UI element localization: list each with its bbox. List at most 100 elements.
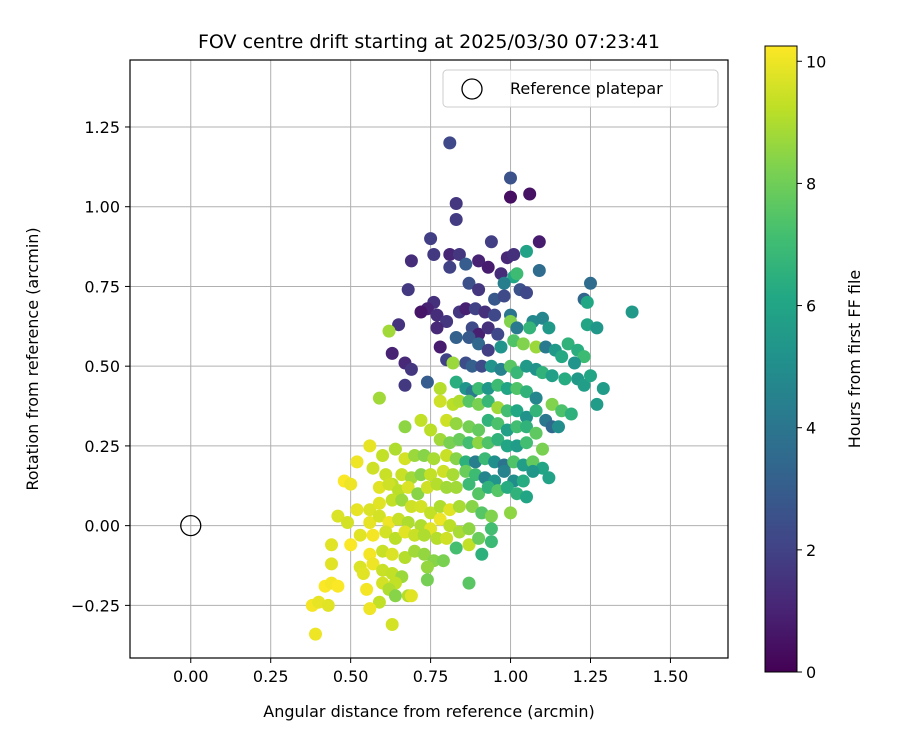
- scatter-point: [529, 426, 543, 440]
- scatter-point: [529, 340, 543, 354]
- scatter-point: [344, 538, 358, 552]
- x-tick-label: 0.25: [253, 667, 289, 686]
- scatter-point: [433, 340, 447, 354]
- scatter-point: [500, 480, 514, 494]
- scatter-point: [536, 311, 549, 325]
- scatter-point: [449, 197, 463, 210]
- reference-marker-group: [180, 514, 202, 537]
- scatter-point: [443, 136, 457, 150]
- legend-box: [442, 69, 719, 108]
- scatter-point: [366, 461, 380, 475]
- scatter-point: [417, 528, 431, 542]
- scatter-point: [577, 350, 591, 364]
- scatter-point: [401, 480, 415, 494]
- scatter-point: [385, 493, 399, 507]
- scatter-point: [545, 369, 559, 383]
- scatter-point: [385, 547, 399, 561]
- scatter-point: [353, 528, 367, 542]
- legend-label-reference-platepar: Reference platepar: [510, 79, 663, 98]
- scatter-point: [372, 595, 386, 609]
- scatter-point: [510, 404, 524, 418]
- scatter-point: [449, 480, 463, 494]
- scatter-point: [526, 464, 540, 478]
- scatter-point: [331, 509, 345, 523]
- scatter-point: [625, 305, 639, 319]
- scatter-point: [584, 276, 597, 290]
- scatter-point: [520, 420, 533, 434]
- scatter-point: [446, 468, 460, 482]
- scatter-point: [436, 554, 450, 568]
- plot-frame: [129, 59, 729, 659]
- scatter-point: [382, 324, 396, 338]
- scatter-point: [379, 525, 393, 539]
- scatter-point: [462, 276, 476, 290]
- scatter-point: [497, 276, 511, 290]
- scatter-point: [385, 346, 399, 360]
- scatter-point: [433, 512, 447, 526]
- scatter-point: [392, 318, 406, 332]
- scatter-point: [516, 337, 530, 351]
- scatter-point: [491, 417, 505, 431]
- scatter-point: [420, 573, 434, 587]
- scatter-point: [404, 254, 418, 268]
- scatter-point: [462, 436, 476, 450]
- y-tick-label: −0.25: [71, 596, 120, 615]
- scatter-point: [504, 190, 517, 204]
- scatter-point: [427, 248, 441, 261]
- scatter-point: [363, 602, 377, 616]
- scatter-point: [443, 248, 457, 261]
- scatter-point: [398, 378, 412, 392]
- scatter-point: [372, 496, 386, 510]
- chart-title: FOV centre drift starting at 2025/03/30 …: [198, 31, 660, 53]
- y-axis-label: Rotation from reference (arcmin): [23, 227, 42, 490]
- scatter-point: [523, 187, 537, 201]
- colorbar-tick-label: 10: [806, 52, 826, 71]
- scatter-point: [520, 490, 533, 504]
- scatter-point: [475, 547, 489, 561]
- scatter-point: [472, 531, 486, 545]
- scatter-point: [443, 260, 457, 274]
- scatter-point: [472, 337, 486, 351]
- scatter-point: [398, 551, 412, 564]
- scatter-point: [532, 235, 546, 249]
- scatter-point: [462, 522, 476, 536]
- scatter-point: [414, 413, 428, 427]
- scatter-point: [472, 382, 486, 395]
- scatter-point: [462, 538, 476, 552]
- scatter-point: [472, 254, 486, 268]
- scatter-point: [372, 391, 386, 405]
- colorbar-tick-label: 2: [806, 541, 816, 560]
- x-tick-label: 0.75: [413, 667, 449, 686]
- scatter-point: [488, 308, 502, 322]
- scatter-point: [555, 350, 569, 364]
- scatter-point: [504, 506, 517, 520]
- y-tick-label: 0.75: [84, 277, 120, 296]
- scatter-point: [321, 598, 335, 612]
- scatter-point: [408, 528, 422, 542]
- scatter-point: [430, 308, 444, 322]
- scatter-point: [449, 213, 463, 226]
- scatter-point: [446, 356, 460, 370]
- scatter-point: [430, 321, 444, 335]
- scatter-point: [395, 493, 409, 507]
- scatter-point: [542, 321, 556, 335]
- scatter-point: [414, 500, 428, 513]
- scatter-point: [363, 439, 377, 453]
- scatter-point: [433, 382, 447, 395]
- scatter-point: [484, 522, 498, 536]
- scatter-point: [494, 340, 508, 354]
- scatter-point: [491, 433, 505, 446]
- scatter-point: [452, 394, 466, 408]
- x-axis-label: Angular distance from reference (arcmin): [263, 702, 594, 721]
- scatter-point: [417, 547, 431, 561]
- scatter-point: [529, 391, 543, 405]
- scatter-point: [382, 477, 396, 491]
- scatter-point: [452, 248, 466, 261]
- scatter-point: [510, 366, 524, 380]
- scatter-point: [558, 372, 572, 386]
- scatter-point: [481, 343, 495, 357]
- x-axis-ticks: 0.00 0.25 0.50 0.75 1.00 1.25 1.50: [173, 658, 688, 686]
- scatter-point: [536, 442, 549, 456]
- scatter-point: [459, 302, 473, 316]
